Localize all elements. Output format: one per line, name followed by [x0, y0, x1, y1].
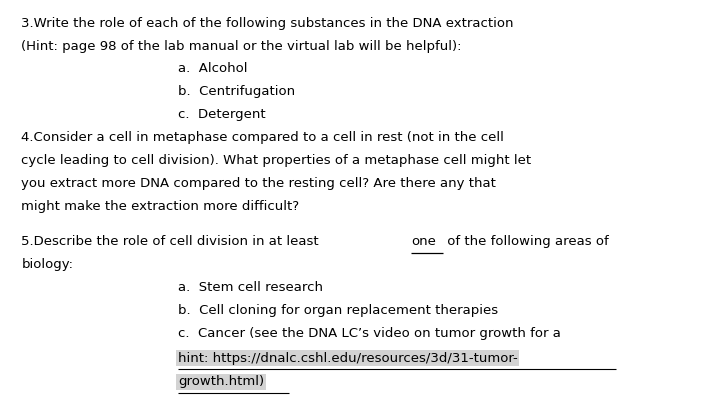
Text: hint: https://dnalc.cshl.edu/resources/3d/31-tumor-: hint: https://dnalc.cshl.edu/resources/3… [178, 352, 518, 364]
Text: a.  Alcohol: a. Alcohol [178, 62, 248, 75]
Text: b.  Cell cloning for organ replacement therapies: b. Cell cloning for organ replacement th… [178, 304, 498, 317]
Text: cycle leading to cell division). What properties of a metaphase cell might let: cycle leading to cell division). What pr… [21, 154, 531, 167]
Text: one: one [411, 235, 436, 248]
Text: growth.html): growth.html) [178, 375, 264, 388]
Text: 3.Write the role of each of the following substances in the DNA extraction: 3.Write the role of each of the followin… [21, 17, 514, 30]
Text: biology:: biology: [21, 258, 73, 271]
Text: a.  Stem cell research: a. Stem cell research [178, 281, 323, 294]
Text: 5.Describe the role of cell division in at least: 5.Describe the role of cell division in … [21, 235, 323, 248]
Text: (Hint: page 98 of the lab manual or the virtual lab will be helpful):: (Hint: page 98 of the lab manual or the … [21, 40, 462, 52]
Text: c.  Cancer (see the DNA LC’s video on tumor growth for a: c. Cancer (see the DNA LC’s video on tum… [178, 327, 561, 339]
Text: b.  Centrifugation: b. Centrifugation [178, 85, 295, 98]
Text: 4.Consider a cell in metaphase compared to a cell in rest (not in the cell: 4.Consider a cell in metaphase compared … [21, 131, 504, 144]
Text: might make the extraction more difficult?: might make the extraction more difficult… [21, 200, 300, 213]
Text: you extract more DNA compared to the resting cell? Are there any that: you extract more DNA compared to the res… [21, 177, 496, 190]
Text: of the following areas of: of the following areas of [443, 235, 609, 248]
Text: c.  Detergent: c. Detergent [178, 108, 266, 121]
